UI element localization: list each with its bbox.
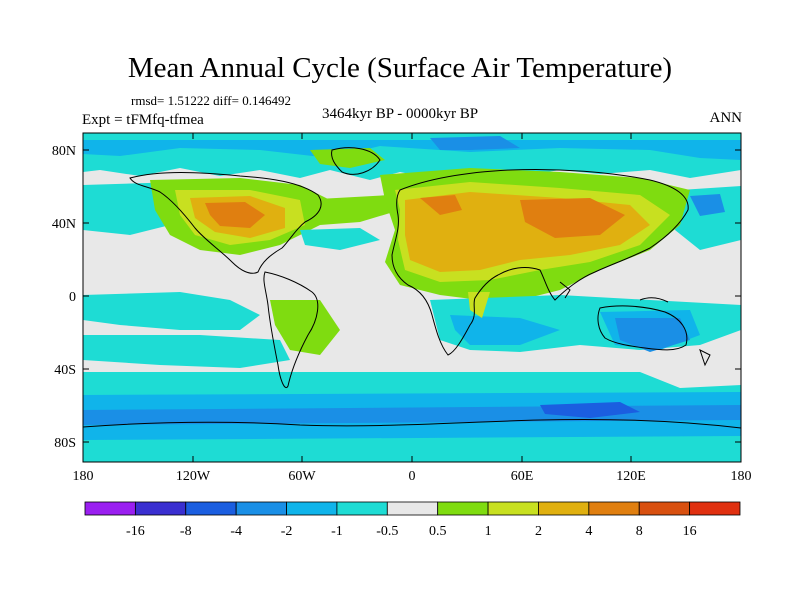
colorbar-swatch xyxy=(386,501,439,516)
colorbar-label: 16 xyxy=(683,524,697,539)
colorbar-label: -8 xyxy=(180,524,192,539)
colorbar-label: -16 xyxy=(126,524,145,539)
colorbar-swatch xyxy=(689,501,741,516)
lat-label-40n: 40N xyxy=(52,217,76,232)
period-label: 3464kyr BP - 0000kyr BP xyxy=(322,106,479,122)
colorbar-swatch xyxy=(84,501,136,516)
colorbar-swatch xyxy=(286,501,338,516)
anomaly-field xyxy=(83,133,741,462)
axis-ticks xyxy=(83,133,741,462)
colorbar-swatch xyxy=(185,501,237,516)
colorbar-label: 8 xyxy=(636,524,643,539)
colorbar: -16 -8 -4 -2 -1 -0.5 0.5 1 2 4 8 16 xyxy=(84,501,741,539)
coastlines xyxy=(83,147,741,429)
lon-label-120e: 120E xyxy=(616,469,646,484)
lon-label-0: 0 xyxy=(409,469,416,484)
lat-label-80s: 80S xyxy=(54,436,76,451)
colorbar-label: -1 xyxy=(331,524,343,539)
colorbar-label: -4 xyxy=(230,524,242,539)
season-label: ANN xyxy=(709,110,743,126)
colorbar-swatch xyxy=(437,501,489,516)
stats-text: rmsd= 1.51222 diff= 0.146492 xyxy=(131,93,291,108)
colorbar-swatch xyxy=(487,501,539,516)
colorbar-swatch xyxy=(336,501,388,516)
lon-label-180w: 180 xyxy=(73,469,94,484)
map-title: Mean Annual Cycle (Surface Air Temperatu… xyxy=(127,52,673,84)
colorbar-swatch xyxy=(588,501,640,516)
colorbar-label: -0.5 xyxy=(376,524,398,539)
lon-label-180e: 180 xyxy=(731,469,752,484)
lon-label-60w: 60W xyxy=(288,469,316,484)
colorbar-label: 4 xyxy=(585,524,592,539)
longitude-labels: 180 120W 60W 0 60E 120E 180 xyxy=(73,469,752,484)
lat-label-80n: 80N xyxy=(52,144,76,159)
experiment-label: Expt = tFMfq-tfmea xyxy=(82,112,204,128)
colorbar-label: 0.5 xyxy=(429,524,447,539)
colorbar-label: 1 xyxy=(485,524,492,539)
lat-label-0: 0 xyxy=(69,290,76,305)
colorbar-swatch xyxy=(235,501,287,516)
lat-label-40s: 40S xyxy=(54,363,76,378)
colorbar-swatch xyxy=(638,501,691,516)
colorbar-label: -2 xyxy=(281,524,293,539)
lon-label-120w: 120W xyxy=(176,469,211,484)
lon-label-60e: 60E xyxy=(511,469,534,484)
latitude-labels: 80N 40N 0 40S 80S xyxy=(52,144,76,451)
colorbar-swatch xyxy=(134,501,187,516)
colorbar-label: 2 xyxy=(535,524,542,539)
colorbar-swatch xyxy=(538,501,590,516)
